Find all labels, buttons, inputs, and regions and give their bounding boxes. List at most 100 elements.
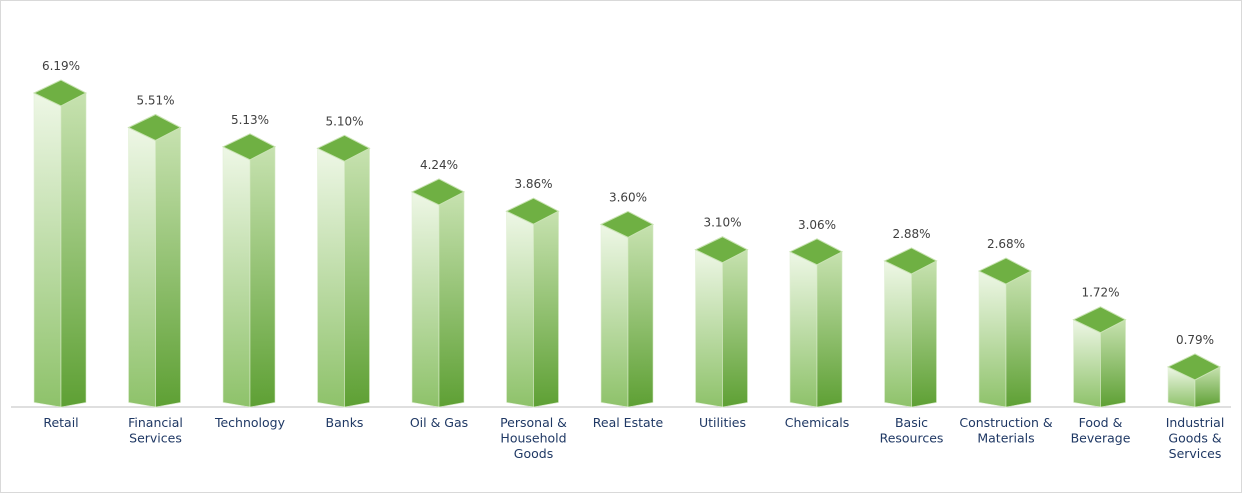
bar (1072, 306, 1127, 408)
bar-top-face (883, 247, 938, 275)
bar-side-face (722, 249, 748, 408)
bars-layer (32, 79, 1222, 408)
category-label-line: Basic (895, 415, 928, 430)
value-labels-layer: 6.19% 5.51% 5.13% 5.10% 4.24% 3.86% 3.60% 3.10%… (42, 59, 1214, 347)
bar-side-face (438, 191, 465, 408)
bar-side-face (344, 147, 370, 408)
bar-side-face (1005, 270, 1032, 408)
category-label: Financial Services (128, 415, 183, 446)
bar (599, 210, 655, 408)
category-label-line: Services (129, 431, 182, 446)
value-label: 5.10% (325, 114, 363, 128)
category-label: Banks (326, 415, 364, 430)
category-label-line: Real Estate (593, 415, 664, 430)
category-label: Construction & Materials (959, 415, 1053, 446)
category-label: Basic Resources (880, 415, 944, 446)
value-label: 4.24% (420, 158, 458, 172)
category-label: Real Estate (593, 415, 664, 430)
bar-front-face (1073, 319, 1101, 408)
bar-front-face (317, 147, 345, 408)
bar-front-face (128, 127, 156, 408)
bar (788, 238, 844, 408)
value-label: 3.10% (703, 216, 741, 230)
category-label-line: Household (500, 431, 566, 446)
bar-front-face (884, 260, 912, 408)
category-label-line: Retail (43, 415, 78, 430)
category-label: Technology (214, 415, 286, 430)
bar (883, 247, 938, 408)
bar (1166, 353, 1222, 408)
bar-side-face (60, 92, 87, 408)
category-label-line: Financial (128, 415, 183, 430)
value-label: 0.79% (1176, 333, 1214, 347)
category-label: Retail (43, 415, 78, 430)
value-label: 2.88% (892, 227, 930, 241)
bar-front-face (411, 191, 440, 408)
value-label: 3.06% (798, 218, 836, 232)
category-label: Industrial Goods & Services (1166, 415, 1225, 461)
category-label-line: Beverage (1071, 431, 1131, 446)
bar-top-face (316, 134, 371, 162)
bar-front-face (789, 251, 818, 408)
category-label-line: Banks (326, 415, 364, 430)
bar-top-face (410, 178, 466, 206)
value-label: 5.13% (231, 113, 269, 127)
value-label: 5.51% (136, 93, 174, 107)
bar (221, 133, 277, 408)
bar (316, 134, 371, 408)
category-label-line: Goods & (1168, 431, 1221, 446)
bar-front-face (978, 270, 1007, 408)
category-label: Oil & Gas (410, 415, 468, 430)
bar (127, 113, 182, 408)
category-label: Food & Beverage (1071, 415, 1131, 446)
category-label-line: Chemicals (785, 415, 850, 430)
category-label-line: Food & (1079, 415, 1123, 430)
category-label-line: Personal & (500, 415, 567, 430)
value-label: 2.68% (987, 237, 1025, 251)
bar-top-face (32, 79, 88, 107)
bar-front-face (695, 249, 723, 408)
bar-top-face (788, 238, 844, 266)
category-label-line: Resources (880, 431, 944, 446)
bar (977, 257, 1033, 408)
bar-top-face (599, 210, 655, 238)
bar-top-face (221, 133, 277, 161)
bar-top-face (505, 197, 560, 225)
bar-side-face (1100, 319, 1126, 408)
bar-side-face (249, 146, 276, 408)
bar-side-face (155, 127, 181, 408)
bar-side-face (627, 223, 654, 408)
bar-front-face (33, 92, 62, 408)
value-label: 6.19% (42, 59, 80, 73)
bar-front-face (506, 210, 534, 408)
bar-side-face (816, 251, 843, 408)
category-label-line: Goods (514, 446, 553, 461)
category-label-line: Services (1169, 446, 1222, 461)
bar-side-face (911, 260, 937, 408)
bar (32, 79, 88, 408)
bar-side-face (533, 210, 559, 408)
bar-top-face (1166, 353, 1222, 381)
category-label-line: Materials (977, 431, 1034, 446)
bar-top-face (694, 236, 749, 264)
category-label-line: Construction & (959, 415, 1053, 430)
bar (505, 197, 560, 408)
category-label: Personal & Household Goods (500, 415, 567, 461)
value-label: 1.72% (1081, 286, 1119, 300)
bar (410, 178, 466, 408)
bar (694, 236, 749, 408)
category-label-line: Technology (214, 415, 286, 430)
bar-top-face (127, 113, 182, 142)
value-label: 3.86% (514, 177, 552, 191)
category-label-line: Oil & Gas (410, 415, 468, 430)
bar-front-face (222, 146, 251, 408)
bar-top-face (977, 257, 1033, 285)
category-label: Utilities (699, 415, 746, 430)
value-label: 3.60% (609, 190, 647, 204)
category-label-line: Utilities (699, 415, 746, 430)
bar-top-face (1072, 306, 1127, 334)
category-label: Chemicals (785, 415, 850, 430)
